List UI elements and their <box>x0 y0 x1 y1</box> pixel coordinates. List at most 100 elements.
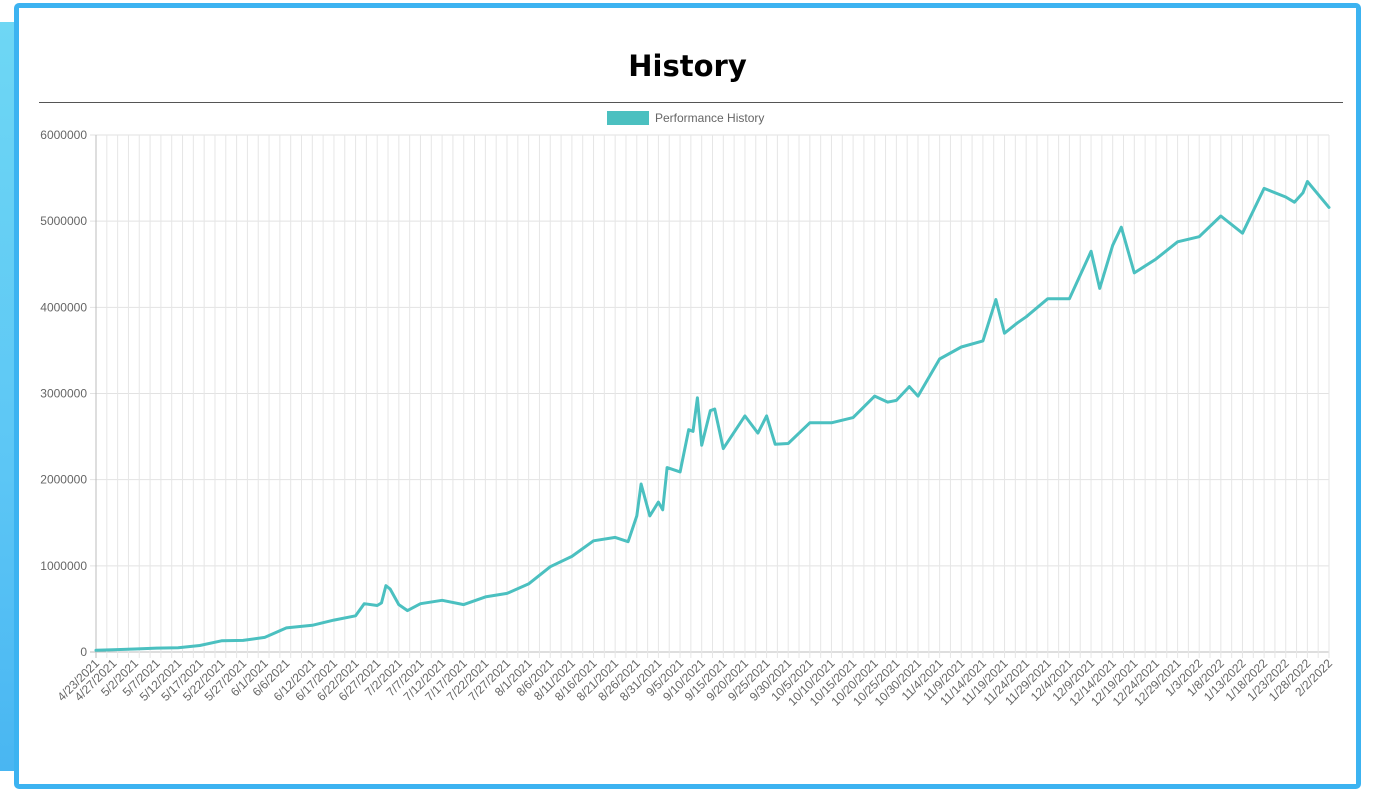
data-point[interactable] <box>657 500 660 504</box>
data-point[interactable] <box>1327 206 1331 209</box>
data-point[interactable] <box>765 414 768 418</box>
data-point[interactable] <box>505 592 509 595</box>
data-point[interactable] <box>389 587 392 591</box>
data-point[interactable] <box>1241 232 1244 235</box>
data-point[interactable] <box>94 649 98 652</box>
data-point[interactable] <box>687 428 690 431</box>
data-point[interactable] <box>713 407 716 411</box>
data-point[interactable] <box>1133 271 1136 275</box>
data-point[interactable] <box>1025 315 1028 318</box>
y-tick-label: 0 <box>80 645 87 659</box>
data-point[interactable] <box>1046 297 1050 300</box>
data-point[interactable] <box>916 394 920 398</box>
data-point[interactable] <box>263 636 266 639</box>
data-point[interactable] <box>808 421 811 424</box>
data-point[interactable] <box>743 414 747 418</box>
data-point[interactable] <box>1120 226 1123 229</box>
data-point[interactable] <box>1219 214 1223 218</box>
data-point[interactable] <box>678 470 682 474</box>
data-point[interactable] <box>1098 287 1101 290</box>
data-point[interactable] <box>1284 195 1287 199</box>
data-point[interactable] <box>354 614 357 617</box>
data-point[interactable] <box>626 540 630 543</box>
data-point[interactable] <box>648 514 651 518</box>
data-point[interactable] <box>994 298 998 301</box>
data-point[interactable] <box>1154 257 1158 261</box>
data-point[interactable] <box>332 618 336 622</box>
page-title: History <box>628 49 747 83</box>
y-tick-label: 2000000 <box>40 473 87 487</box>
data-point[interactable] <box>665 466 669 469</box>
data-point[interactable] <box>241 639 245 642</box>
data-point[interactable] <box>873 394 876 398</box>
data-point[interactable] <box>198 644 201 647</box>
data-point[interactable] <box>774 443 777 446</box>
data-point[interactable] <box>1111 244 1114 247</box>
data-point[interactable] <box>133 647 137 651</box>
data-point[interactable] <box>484 595 487 599</box>
data-point[interactable] <box>830 421 833 424</box>
data-point[interactable] <box>691 430 695 433</box>
data-point[interactable] <box>285 626 288 630</box>
y-tick-label: 6000000 <box>40 128 87 142</box>
data-point[interactable] <box>1068 297 1071 300</box>
data-point[interactable] <box>397 603 400 606</box>
data-point[interactable] <box>1003 332 1006 335</box>
data-point[interactable] <box>406 609 409 612</box>
chart-grid <box>90 134 1330 658</box>
data-point[interactable] <box>661 508 664 511</box>
chart-legend[interactable]: Performance History <box>607 111 764 125</box>
data-point[interactable] <box>756 431 760 435</box>
data-point[interactable] <box>1301 191 1305 194</box>
data-point[interactable] <box>384 584 388 587</box>
y-tick-label: 4000000 <box>40 300 87 314</box>
data-point[interactable] <box>419 602 422 605</box>
data-point[interactable] <box>112 648 115 651</box>
data-point[interactable] <box>311 624 314 627</box>
data-point[interactable] <box>895 399 898 402</box>
data-point[interactable] <box>614 536 617 539</box>
data-point[interactable] <box>851 416 855 419</box>
data-point[interactable] <box>1016 321 1019 324</box>
data-point[interactable] <box>1176 240 1179 243</box>
data-point[interactable] <box>709 409 712 412</box>
data-point[interactable] <box>380 601 383 605</box>
data-point[interactable] <box>908 385 911 388</box>
data-point[interactable] <box>376 604 379 607</box>
history-card: History <box>14 3 1361 789</box>
y-axis: 0 1000000 2000000 3000000 4000000 5000000 6000… <box>40 128 87 659</box>
data-point[interactable] <box>635 514 638 518</box>
data-point[interactable] <box>700 444 703 447</box>
history-line-chart: 0 1000000 2000000 3000000 4000000 5000000 6000… <box>40 111 1335 709</box>
data-point[interactable] <box>1198 235 1201 238</box>
y-tick-label: 3000000 <box>40 387 87 401</box>
data-point[interactable] <box>722 447 725 450</box>
data-point[interactable] <box>462 603 465 606</box>
data-point[interactable] <box>1306 180 1309 183</box>
data-point[interactable] <box>592 539 595 542</box>
data-point[interactable] <box>527 582 530 586</box>
data-point[interactable] <box>639 482 643 486</box>
data-point[interactable] <box>363 602 366 605</box>
legend-swatch[interactable] <box>607 111 649 125</box>
data-point[interactable] <box>938 357 941 361</box>
legend-label[interactable]: Performance History <box>655 111 764 125</box>
data-point[interactable] <box>696 396 699 399</box>
x-axis: 4/23/20214/27/20215/2/20215/7/20215/12/2… <box>54 656 1335 709</box>
data-point[interactable] <box>787 442 790 445</box>
data-point[interactable] <box>220 639 223 642</box>
data-point[interactable] <box>177 646 180 649</box>
data-point[interactable] <box>960 345 963 349</box>
data-point[interactable] <box>1293 201 1296 204</box>
data-point[interactable] <box>1089 250 1093 253</box>
y-tick-label: 1000000 <box>40 559 87 573</box>
data-point[interactable] <box>440 599 444 602</box>
data-point[interactable] <box>549 565 552 568</box>
data-point[interactable] <box>981 339 985 343</box>
data-point[interactable] <box>1262 187 1266 190</box>
data-point[interactable] <box>886 400 889 404</box>
title-divider <box>39 102 1343 103</box>
data-point[interactable] <box>155 646 158 650</box>
data-point[interactable] <box>570 555 574 558</box>
y-tick-label: 5000000 <box>40 214 87 228</box>
